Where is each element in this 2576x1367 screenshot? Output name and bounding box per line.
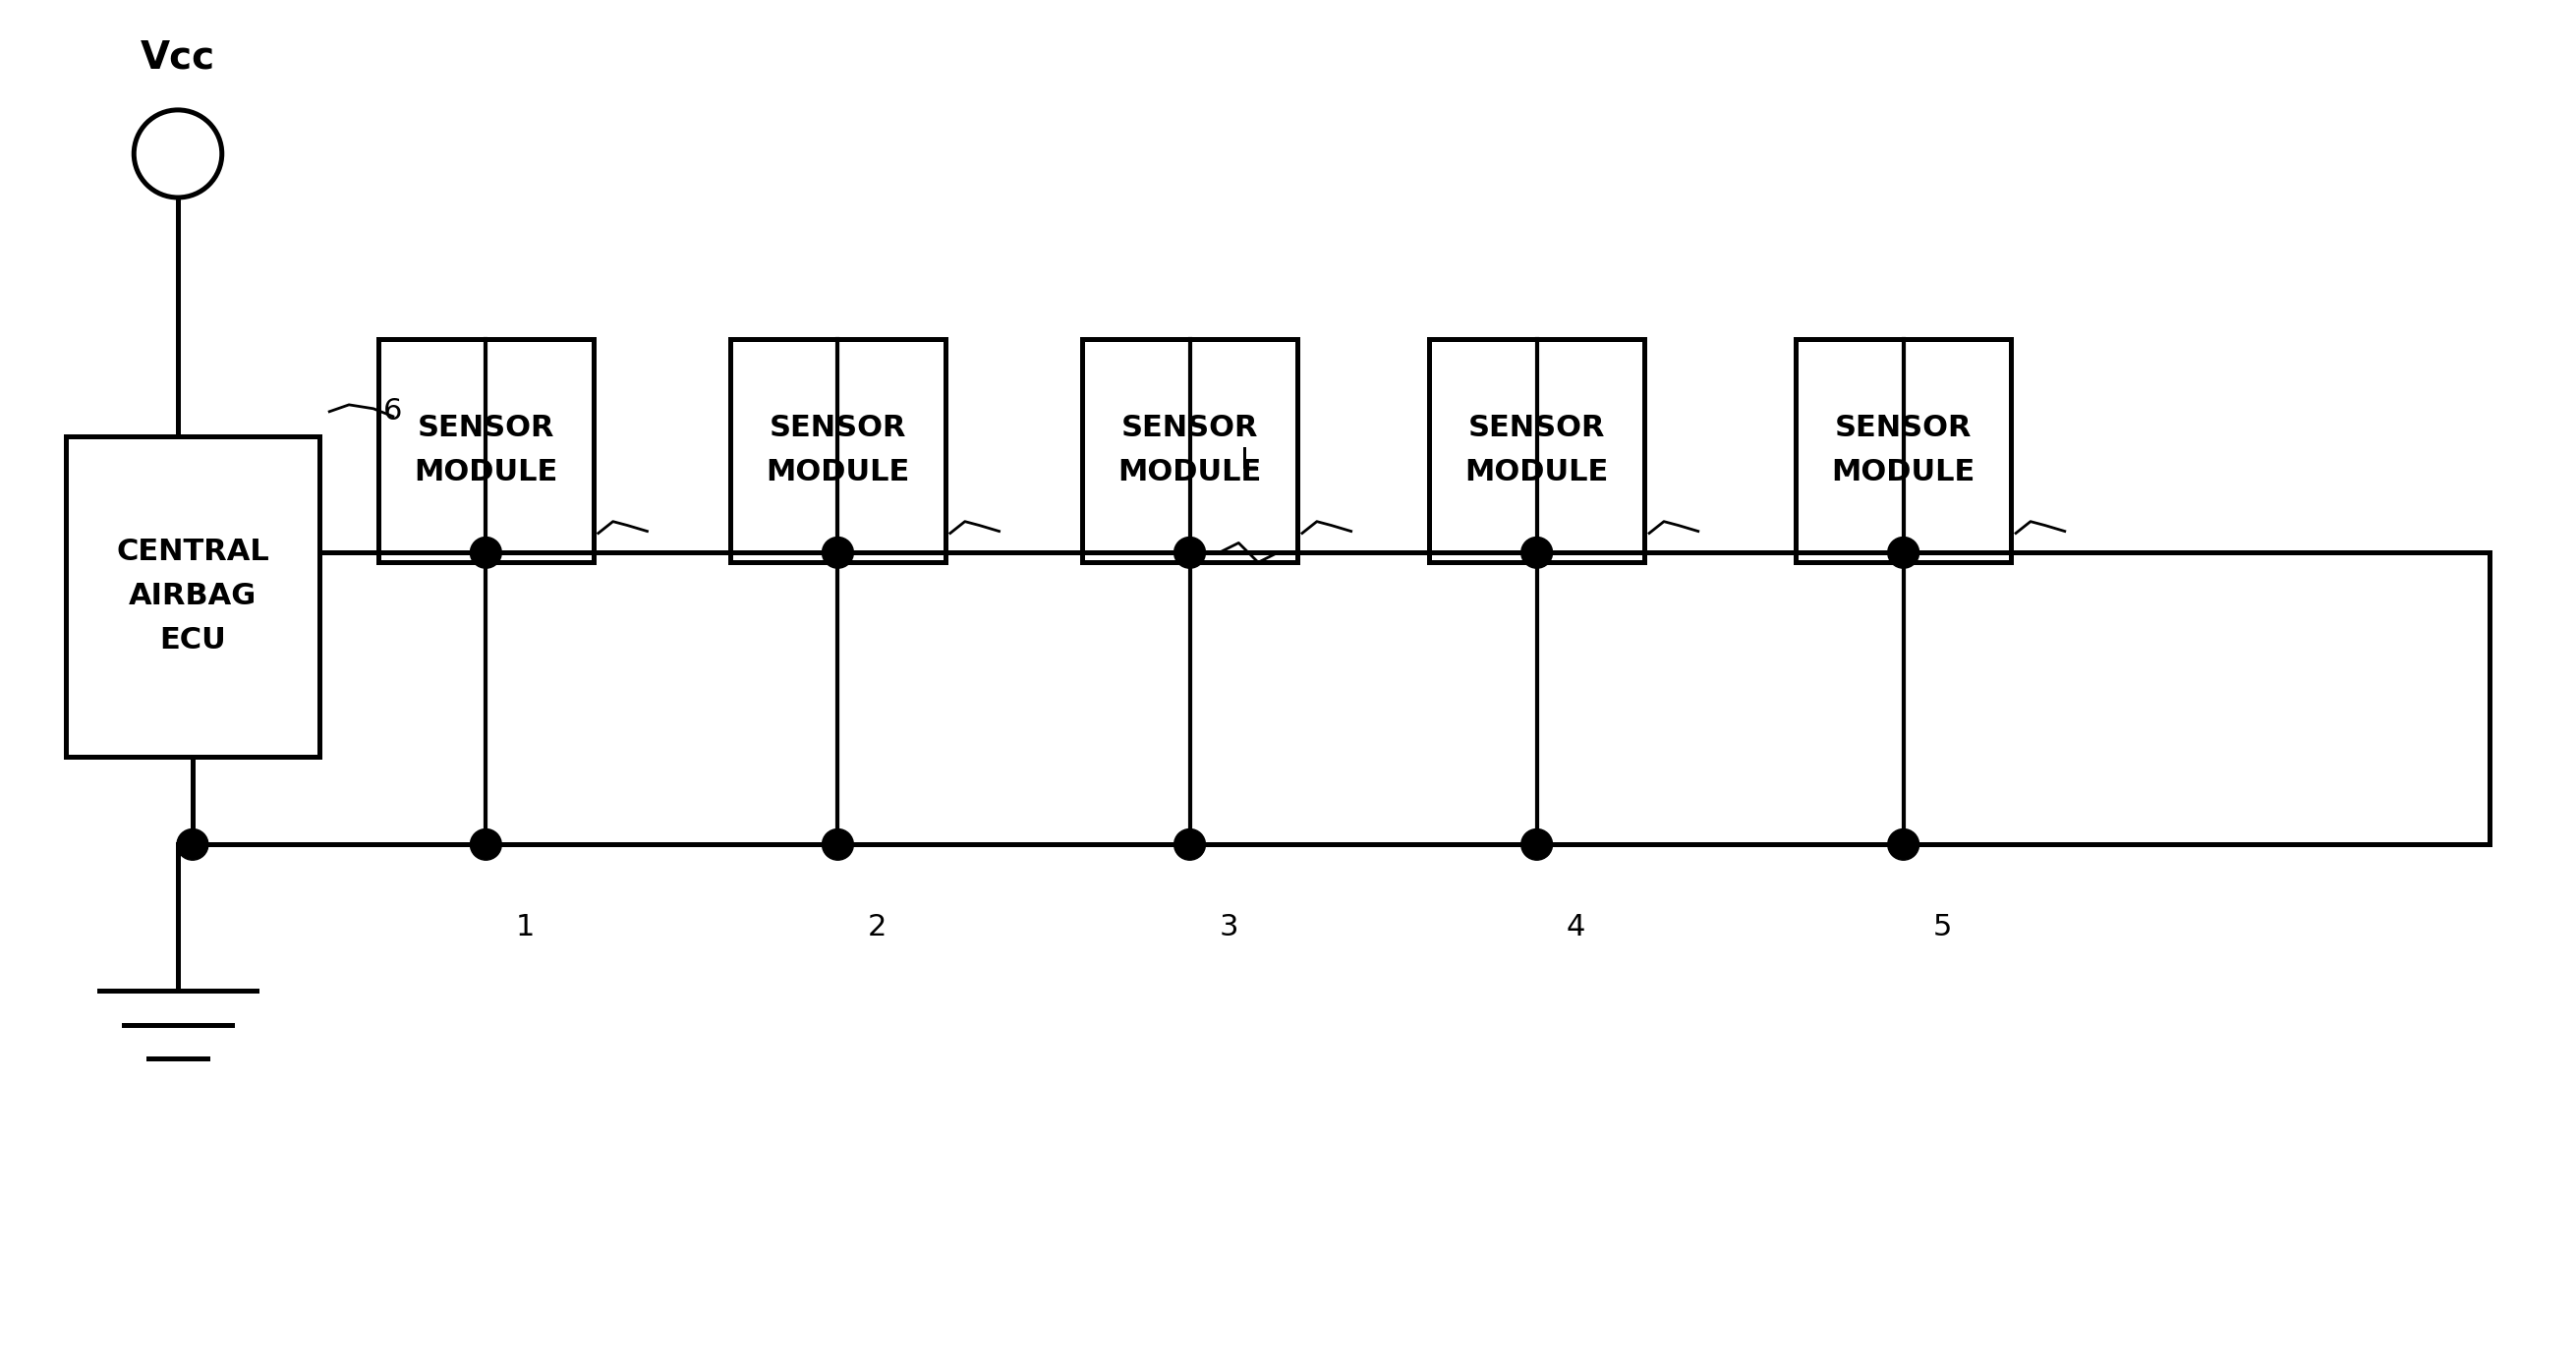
Bar <box>1430 339 1643 562</box>
Text: 6: 6 <box>384 398 402 425</box>
Circle shape <box>1522 537 1553 569</box>
Bar <box>64 436 319 757</box>
Circle shape <box>1888 537 1919 569</box>
Text: 4: 4 <box>1566 913 1584 940</box>
Circle shape <box>1888 828 1919 860</box>
Text: 3: 3 <box>1218 913 1239 940</box>
Bar <box>379 339 592 562</box>
Bar <box>1795 339 2012 562</box>
Text: 2: 2 <box>868 913 886 940</box>
Circle shape <box>471 537 502 569</box>
Text: Vcc: Vcc <box>142 38 216 77</box>
Circle shape <box>822 828 853 860</box>
Text: L: L <box>1239 446 1257 474</box>
Circle shape <box>822 537 853 569</box>
Circle shape <box>1175 537 1206 569</box>
Circle shape <box>1522 828 1553 860</box>
Text: SENSOR
MODULE: SENSOR MODULE <box>1118 414 1262 487</box>
Circle shape <box>471 828 502 860</box>
Text: SENSOR
MODULE: SENSOR MODULE <box>1466 414 1607 487</box>
Circle shape <box>1175 828 1206 860</box>
Text: CENTRAL
AIRBAG
ECU: CENTRAL AIRBAG ECU <box>116 537 268 655</box>
Text: SENSOR
MODULE: SENSOR MODULE <box>765 414 909 487</box>
Circle shape <box>178 828 209 860</box>
Text: SENSOR
MODULE: SENSOR MODULE <box>1832 414 1976 487</box>
Text: SENSOR
MODULE: SENSOR MODULE <box>415 414 559 487</box>
Text: 1: 1 <box>515 913 533 940</box>
Bar <box>1082 339 1298 562</box>
Bar <box>729 339 945 562</box>
Text: 5: 5 <box>1932 913 1953 940</box>
